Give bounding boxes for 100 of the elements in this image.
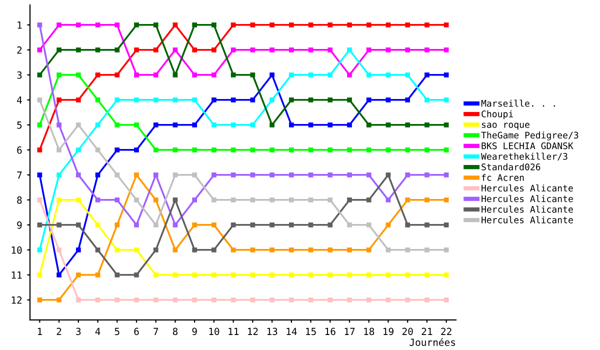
point <box>192 47 198 52</box>
point <box>386 122 391 128</box>
point <box>212 122 216 128</box>
point <box>444 272 449 278</box>
point <box>366 47 372 52</box>
point <box>386 272 391 278</box>
point <box>212 247 216 252</box>
point <box>308 247 314 252</box>
point <box>366 272 372 278</box>
x-tick-label: 11 <box>228 328 239 335</box>
point <box>288 172 294 178</box>
point <box>114 247 120 252</box>
x-axis-title: Journées <box>410 338 456 346</box>
point <box>134 97 139 102</box>
point <box>95 147 100 152</box>
point <box>366 147 372 152</box>
legend-label: Choupi <box>482 110 514 120</box>
point <box>153 97 158 102</box>
point <box>56 247 62 252</box>
point <box>328 97 333 102</box>
point <box>153 47 158 52</box>
point <box>288 122 294 128</box>
point <box>212 72 216 78</box>
point <box>114 197 120 202</box>
point <box>308 172 314 178</box>
point <box>95 122 100 128</box>
point <box>250 197 256 202</box>
point <box>134 72 139 78</box>
point <box>134 147 139 152</box>
point <box>192 172 198 178</box>
point <box>56 47 62 52</box>
point <box>270 197 274 202</box>
point <box>230 272 236 278</box>
point <box>76 147 81 152</box>
point <box>172 147 178 152</box>
point <box>250 172 256 178</box>
point <box>230 172 236 178</box>
point <box>347 72 352 78</box>
x-tick-label: 14 <box>286 328 297 335</box>
point <box>386 47 391 52</box>
point <box>328 272 333 278</box>
x-tick-label: 1 <box>38 328 42 335</box>
legend-label: BKS LECHIA GDANSK <box>482 142 574 150</box>
point <box>153 147 158 152</box>
point <box>56 222 62 228</box>
point <box>230 197 236 202</box>
point <box>444 72 449 78</box>
x-tick-label: 8 <box>172 328 178 336</box>
point <box>192 297 198 302</box>
point <box>366 222 372 228</box>
point <box>172 247 178 252</box>
point <box>288 272 294 278</box>
point <box>192 247 198 252</box>
point <box>386 72 391 78</box>
point <box>386 97 391 102</box>
y-tick-label: 7 <box>17 172 22 179</box>
point <box>308 297 314 302</box>
legend-label: Hercules Alicante <box>482 184 573 192</box>
point <box>37 147 42 152</box>
point <box>134 297 139 302</box>
point <box>270 247 274 252</box>
point <box>192 197 198 202</box>
point <box>172 222 178 228</box>
point <box>114 297 120 302</box>
point <box>114 22 120 28</box>
point <box>250 22 256 28</box>
point <box>386 297 391 302</box>
legend-label: Wearethekiller/3 <box>481 152 568 160</box>
point <box>270 122 274 128</box>
legend-label: Standard026 <box>482 163 540 170</box>
x-tick-label: 12 <box>248 328 258 335</box>
point <box>270 47 274 52</box>
point <box>347 122 352 128</box>
point <box>308 97 314 102</box>
point <box>95 47 100 52</box>
point <box>134 172 139 178</box>
point <box>270 147 274 152</box>
point <box>230 22 236 28</box>
legend-label: sao roque <box>482 122 530 130</box>
point <box>444 297 449 302</box>
point <box>134 247 139 252</box>
x-tick-label: 2 <box>56 328 62 335</box>
point <box>230 47 236 52</box>
point <box>230 247 236 252</box>
point <box>134 122 139 128</box>
point <box>308 197 314 202</box>
point <box>212 197 216 202</box>
point <box>76 172 81 178</box>
y-tick-label: 5 <box>17 122 22 129</box>
point <box>56 72 62 78</box>
point <box>270 272 274 278</box>
point <box>114 47 120 52</box>
point <box>172 272 178 278</box>
x-tick-label: 16 <box>325 328 336 336</box>
point <box>444 47 449 52</box>
point <box>288 47 294 52</box>
point <box>114 272 120 278</box>
point <box>288 97 294 102</box>
point <box>153 297 158 302</box>
point <box>56 147 62 152</box>
